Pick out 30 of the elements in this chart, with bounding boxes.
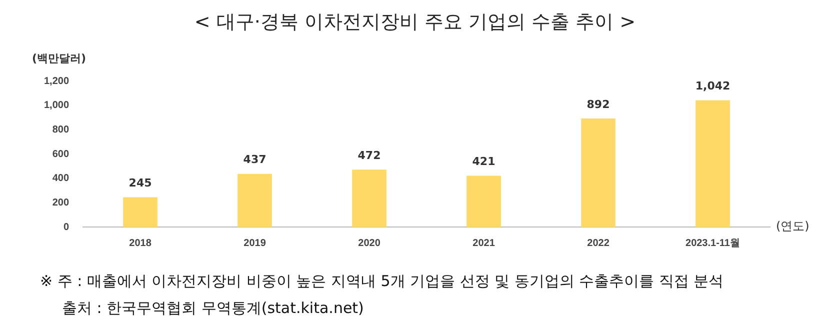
- x-tick-label: 2021: [472, 238, 496, 249]
- y-tick-label: 600: [52, 148, 70, 160]
- bar: [238, 174, 272, 227]
- x-tick-label: 2019: [244, 238, 266, 249]
- y-axis-title: (백만달러): [32, 52, 86, 65]
- data-label: 1,042: [695, 80, 730, 93]
- y-tick-label: 200: [52, 197, 70, 208]
- chart-title: < 대구·경북 이차전지장비 주요 기업의 수출 추이 >: [193, 10, 637, 35]
- y-tick-label: 1,200: [44, 76, 70, 87]
- data-label: 892: [586, 98, 610, 111]
- x-tick-label: 2023.1-11월: [686, 238, 740, 249]
- y-tick-label: 400: [52, 173, 70, 184]
- bar: [581, 118, 616, 227]
- data-label: 421: [472, 155, 496, 168]
- bar: [352, 170, 386, 227]
- data-label: 472: [358, 148, 381, 162]
- y-tick-label: 0: [63, 222, 70, 233]
- source-note: 출처 : 한국무역협회 무역통계(stat.kita.net): [61, 298, 365, 319]
- data-label: 437: [243, 153, 266, 166]
- x-tick-label: 2018: [129, 238, 152, 249]
- bar: [123, 197, 158, 227]
- bar: [466, 176, 501, 227]
- x-axis-title: (연도): [776, 219, 810, 234]
- x-tick-label: 2022: [587, 238, 610, 249]
- y-tick-label: 1,000: [44, 100, 70, 112]
- data-label: 245: [128, 176, 152, 190]
- bar: [696, 100, 730, 227]
- x-tick-label: 2020: [358, 238, 381, 249]
- text: ※ 주 : 매출에서 이차전지장비 비중이 높은 지역내 5개 기업을 선정 및 동기업의 수출추이를 직접 분석: [40, 271, 724, 292]
- y-tick-label: 800: [52, 124, 70, 136]
